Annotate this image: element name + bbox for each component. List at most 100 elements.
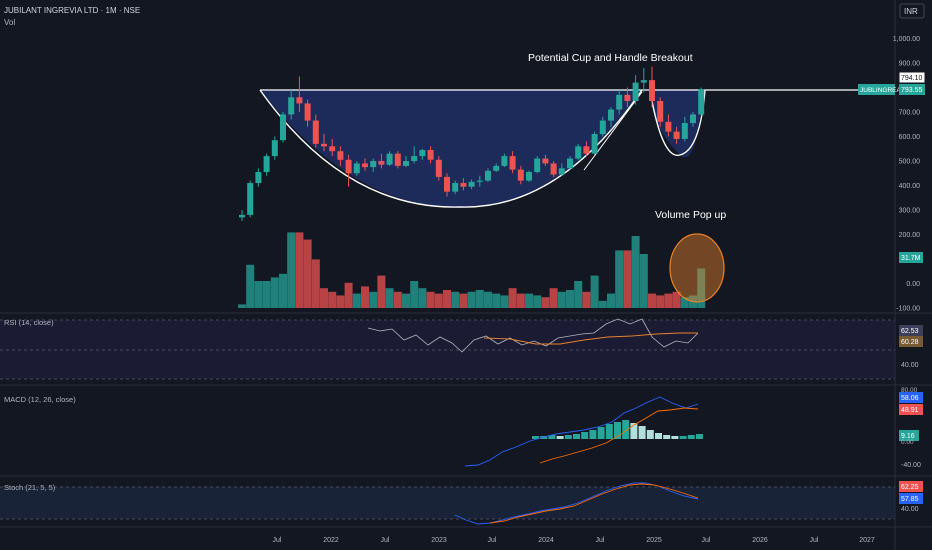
volume-bar <box>361 286 369 308</box>
volume-bar <box>500 295 509 308</box>
macd-hist-bar <box>532 436 539 439</box>
volume-bar <box>434 293 443 308</box>
volume-bar <box>541 297 550 308</box>
volume-bar <box>352 293 361 308</box>
candle-body <box>624 94 631 101</box>
volume-bar <box>344 282 353 308</box>
time-tick: Jul <box>810 537 819 544</box>
volume-bar <box>639 254 648 308</box>
rsi-pane-band <box>0 320 895 379</box>
time-tick: 2022 <box>323 537 339 544</box>
volume-bar <box>664 293 673 308</box>
volume-bar <box>443 290 451 308</box>
candle-body <box>632 82 639 101</box>
candle-body <box>321 143 327 147</box>
volume-bar <box>492 293 501 308</box>
volume-bar <box>238 304 246 308</box>
macd-value: 58.06 <box>901 395 919 402</box>
volume-bar <box>557 291 566 308</box>
volume-bar <box>574 281 583 308</box>
volume-annotation: Volume Pop up <box>655 209 726 221</box>
volume-bar <box>590 275 599 308</box>
volume-bar <box>328 291 337 308</box>
candle-body <box>673 131 680 139</box>
currency-button[interactable] <box>899 3 925 19</box>
time-tick: 2024 <box>538 537 554 544</box>
candle-body <box>690 114 696 124</box>
volume-bar <box>467 291 476 308</box>
macd-hist-bar <box>671 436 679 439</box>
candle-body <box>362 163 368 168</box>
rsi-badge <box>899 325 923 336</box>
ticker-badge <box>858 84 895 95</box>
price-tick: 900.00 <box>899 61 921 68</box>
macd-hist-bar <box>679 436 687 439</box>
ticker-label: JUBLINGREA <box>860 87 901 94</box>
rsi-title: RSI (14, close) <box>4 318 54 327</box>
macd-hist-bar <box>696 434 703 439</box>
price-tick: 600.00 <box>899 134 921 141</box>
cup-fill <box>260 90 703 208</box>
rsi-value: 62.53 <box>901 328 919 335</box>
volume-bar <box>623 250 632 308</box>
rsi-tick: 40.00 <box>901 362 919 369</box>
price-tick: 500.00 <box>899 159 921 166</box>
candle-body <box>247 183 254 215</box>
candle-body <box>517 169 524 181</box>
volume-bar <box>295 232 304 308</box>
macd-hist-bar <box>581 432 589 439</box>
volume-bar <box>311 259 320 308</box>
volume-bar <box>303 239 312 308</box>
volume-bar <box>369 291 378 308</box>
volume-bar <box>525 293 533 308</box>
macd-line <box>464 396 699 467</box>
volume-bar <box>246 264 255 308</box>
candle-body <box>501 156 508 166</box>
volume-label: Vol <box>4 18 15 27</box>
candle-body <box>345 159 352 174</box>
candle-body <box>608 109 614 121</box>
candle-body <box>427 149 434 160</box>
candle-body <box>493 165 500 171</box>
macd-hist-bar <box>556 436 564 439</box>
volume-bar <box>254 281 263 308</box>
price-tick: 200.00 <box>899 232 921 239</box>
volume-bar <box>475 290 484 308</box>
stoch-pane-band <box>0 487 895 519</box>
time-tick: 2026 <box>752 537 768 544</box>
volume-bar <box>410 281 419 308</box>
price-tick: 400.00 <box>899 183 921 190</box>
price-tick: -100.00 <box>896 306 920 313</box>
candle-body <box>329 146 336 152</box>
macd-tick: -40.00 <box>901 462 921 469</box>
last-price-badge <box>899 84 925 95</box>
rsi-ma-badge <box>899 336 923 347</box>
last-price-label: 793.55 <box>901 87 923 94</box>
volume-bar <box>418 288 427 308</box>
candle-body <box>403 161 409 166</box>
candle-body <box>419 149 426 157</box>
price-tick: 1,000.00 <box>893 36 920 43</box>
volume-bar <box>402 293 410 308</box>
candle-body <box>288 97 295 115</box>
price-high-badge <box>898 71 926 84</box>
volume-bar <box>459 293 468 308</box>
price-high-label: 794.10 <box>901 75 923 82</box>
volume-bar <box>484 291 492 308</box>
macd-hist-bar <box>687 435 695 439</box>
candle-body <box>649 80 655 101</box>
candle-body <box>386 153 393 165</box>
macd-badge <box>899 392 923 403</box>
time-tick: Jul <box>596 537 605 544</box>
candle-body <box>616 94 623 110</box>
time-tick: 2027 <box>859 537 875 544</box>
macd-hist-bar <box>564 435 572 439</box>
rsi-line <box>367 318 699 353</box>
rsi-ma-value: 60.28 <box>901 339 919 346</box>
volume-bar <box>270 277 279 308</box>
candle-body <box>304 103 311 121</box>
stoch-d-value: 57.85 <box>901 496 919 503</box>
macd-hist-bar <box>589 430 597 439</box>
candle-body <box>657 100 664 122</box>
candle-body <box>337 151 344 160</box>
